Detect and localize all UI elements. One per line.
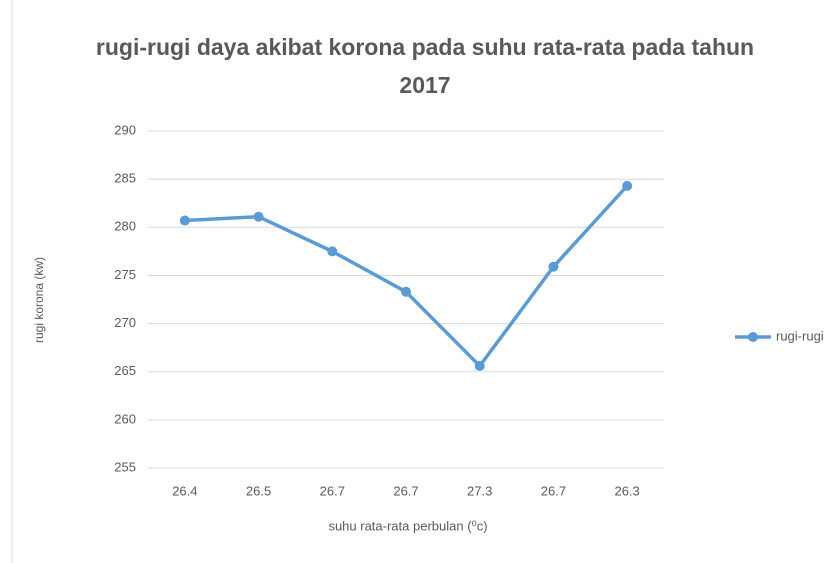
y-tick-label: 255 [114, 459, 136, 474]
y-tick-label: 260 [114, 411, 136, 426]
x-tick-label: 26.5 [246, 483, 271, 498]
data-point [622, 180, 633, 191]
x-tick-label: 26.3 [614, 483, 639, 498]
y-tick-label: 290 [114, 122, 136, 137]
x-tick-label: 26.4 [172, 483, 197, 498]
x-tick-label: 26.7 [320, 483, 345, 498]
y-tick-label: 270 [114, 315, 136, 330]
y-axis-label: rugi korona (kw) [32, 257, 46, 343]
y-tick-label: 280 [114, 219, 136, 234]
data-point [179, 215, 190, 226]
y-tick-label: 275 [114, 267, 136, 282]
legend-label: rugi-rugi [776, 328, 824, 343]
x-tick-label: 26.7 [541, 483, 566, 498]
chart-title: rugi-rugi daya akibat korona pada suhu r… [95, 34, 755, 98]
x-tick-label: 26.7 [393, 483, 418, 498]
x-tick-label: 27.3 [467, 483, 492, 498]
legend-marker [748, 332, 758, 342]
data-point [253, 211, 264, 222]
y-tick-label: 285 [114, 171, 136, 186]
y-tick-label: 265 [114, 363, 136, 378]
data-point [548, 261, 559, 272]
x-axis-label: suhu rata-rata perbulan (⁰c) [328, 518, 487, 533]
data-point [401, 286, 411, 297]
data-point [474, 360, 485, 371]
data-point [327, 246, 338, 257]
